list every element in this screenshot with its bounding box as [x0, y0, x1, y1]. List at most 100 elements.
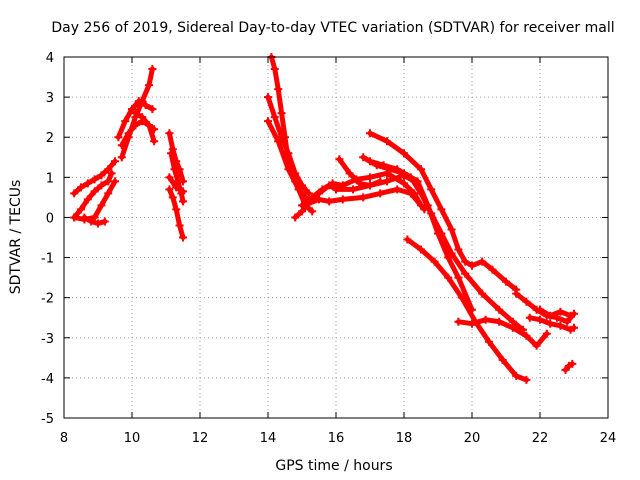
data-point	[179, 187, 187, 196]
data-point	[536, 305, 544, 314]
data-point	[270, 65, 279, 74]
x-tick-label: 20	[464, 431, 481, 446]
data-point	[393, 185, 402, 194]
x-tick-label: 24	[600, 431, 617, 446]
series-trace	[513, 291, 577, 325]
x-axis-label: GPS time / hours	[275, 458, 392, 474]
data-point	[570, 323, 578, 332]
data-point	[114, 133, 123, 142]
data-point	[495, 305, 504, 314]
data-point	[522, 375, 531, 384]
data-point	[522, 297, 531, 306]
y-tick-label: 0	[46, 211, 54, 226]
data-point	[145, 121, 153, 130]
data-point	[308, 207, 317, 216]
data-point	[94, 219, 102, 228]
data-point	[134, 97, 143, 106]
data-point	[172, 205, 181, 214]
data-point	[525, 313, 534, 322]
series-trace	[537, 307, 574, 319]
x-tick-label: 12	[192, 431, 209, 446]
data-point	[355, 179, 364, 188]
data-point	[512, 371, 521, 380]
data-point	[417, 189, 425, 198]
series-trace	[367, 158, 526, 333]
data-point	[444, 273, 453, 282]
data-point	[508, 323, 517, 332]
data-point	[150, 137, 159, 146]
data-point	[294, 185, 303, 194]
data-point	[70, 213, 79, 222]
data-point	[128, 105, 136, 114]
data-point	[512, 289, 521, 298]
data-point	[403, 235, 412, 244]
data-point	[131, 109, 140, 118]
series-sat-v	[366, 129, 521, 294]
data-point	[104, 177, 113, 186]
series-trace	[404, 237, 529, 383]
y-tick-label: -3	[41, 332, 54, 347]
data-point	[383, 137, 391, 146]
data-point	[97, 181, 106, 190]
data-point	[104, 165, 113, 174]
data-point	[173, 177, 182, 186]
data-point	[124, 129, 133, 138]
series-trace	[132, 110, 157, 132]
data-point	[168, 193, 177, 202]
data-point	[478, 289, 487, 298]
y-tick-label: -4	[41, 372, 54, 387]
data-point	[417, 245, 425, 254]
series-sat-a	[70, 157, 119, 198]
data-point	[304, 189, 313, 198]
data-point	[332, 185, 340, 194]
data-point	[170, 165, 179, 174]
data-point	[502, 277, 510, 286]
data-point	[264, 117, 272, 126]
data-point	[495, 317, 504, 326]
series-sat-x	[454, 315, 551, 350]
data-point	[270, 113, 279, 122]
data-point	[165, 173, 174, 182]
data-point	[366, 173, 374, 182]
data-point	[107, 169, 116, 178]
data-point	[532, 341, 541, 350]
data-point	[97, 201, 106, 210]
data-point	[318, 185, 327, 194]
data-point	[437, 205, 446, 214]
y-tick-label: 4	[46, 51, 54, 66]
series-sat-l	[165, 173, 187, 196]
data-point	[478, 257, 487, 266]
x-tick-label: 16	[328, 431, 345, 446]
data-point	[400, 149, 408, 158]
series-sat-c	[70, 177, 119, 224]
data-point	[457, 293, 466, 302]
data-point	[338, 181, 347, 190]
data-point	[427, 185, 436, 194]
axis-ticks	[63, 56, 609, 419]
data-point	[366, 181, 374, 190]
series-sat-aa	[536, 305, 575, 320]
series-sat-ab	[561, 359, 577, 374]
series-sat-s	[335, 155, 385, 190]
series-trace	[367, 130, 519, 293]
data-point	[454, 273, 463, 282]
data-point	[338, 195, 347, 204]
y-axis-label: SDTVAR / TECUs	[8, 180, 24, 295]
data-point	[400, 179, 408, 188]
data-point	[546, 319, 555, 328]
series-sat-k	[165, 185, 187, 242]
data-point	[454, 245, 463, 254]
data-point	[179, 197, 187, 206]
data-point	[284, 165, 293, 174]
series-sat-i	[165, 129, 187, 186]
data-point	[304, 199, 313, 208]
data-point	[447, 225, 456, 234]
data-point	[148, 65, 157, 74]
data-point	[104, 189, 113, 198]
data-point	[277, 109, 286, 118]
data-point	[393, 165, 402, 174]
data-series	[70, 53, 578, 384]
chart-title: Day 256 of 2019, Sidereal Day-to-day VTE…	[51, 20, 614, 36]
y-tick-label: -2	[41, 292, 54, 307]
data-point	[417, 201, 425, 210]
